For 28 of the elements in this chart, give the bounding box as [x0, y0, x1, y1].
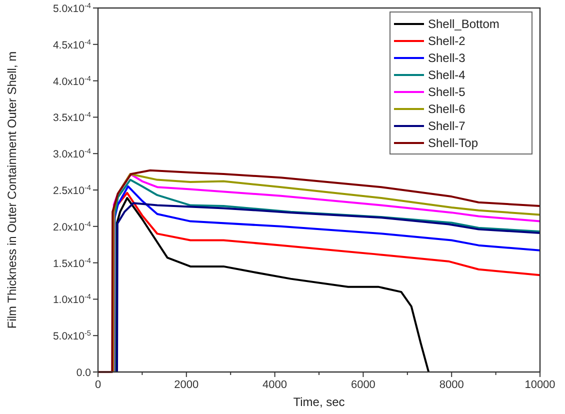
- legend-label: Shell-6: [428, 102, 466, 116]
- x-tick-label: 8000: [439, 379, 464, 391]
- x-tick-label: 4000: [262, 379, 288, 391]
- y-tick-label: 5.0x10$^{-4}$: [52, 0, 91, 15]
- legend-label: Shell-3: [428, 51, 466, 65]
- y-axis-title: Film Thickness in Outer Containment Outer Shell, m: [5, 51, 19, 329]
- legend-label: Shell-Top: [428, 136, 478, 150]
- y-tick-label: 3.5x10$^{-4}$: [52, 110, 91, 124]
- y-tick-label: 4.5x10$^{-4}$: [52, 36, 91, 52]
- y-tick-label: 1.0x10$^{-4}$: [52, 292, 91, 306]
- y-tick-label: 4.0x10$^{-4}$: [52, 73, 91, 88]
- legend-label: Shell-7: [428, 119, 466, 133]
- x-tick-label: 0: [94, 379, 102, 391]
- x-axis-title: Time, sec: [293, 395, 345, 409]
- x-tick-label: 2000: [174, 379, 199, 391]
- legend-label: Shell-2: [428, 34, 466, 48]
- legend-label: Shell-4: [428, 68, 466, 82]
- y-tick-label: 1.5x10$^{-4}$: [52, 255, 91, 270]
- x-tick-label: 10000: [524, 379, 556, 391]
- legend-label: Shell-5: [428, 85, 466, 99]
- y-tick-label: 5.0x10$^{-5}$: [52, 328, 91, 343]
- y-tick-label: 3.0x10$^{-4}$: [52, 146, 91, 161]
- line-series: [116, 197, 430, 373]
- y-tick-label: 2.0x10$^{-4}$: [52, 218, 91, 234]
- legend-label: Shell_Bottom: [428, 17, 500, 31]
- y-tick-label: 2.5x10$^{-4}$: [52, 182, 91, 197]
- y-tick-label: 0.0: [76, 367, 92, 379]
- x-tick-label: 6000: [350, 379, 376, 391]
